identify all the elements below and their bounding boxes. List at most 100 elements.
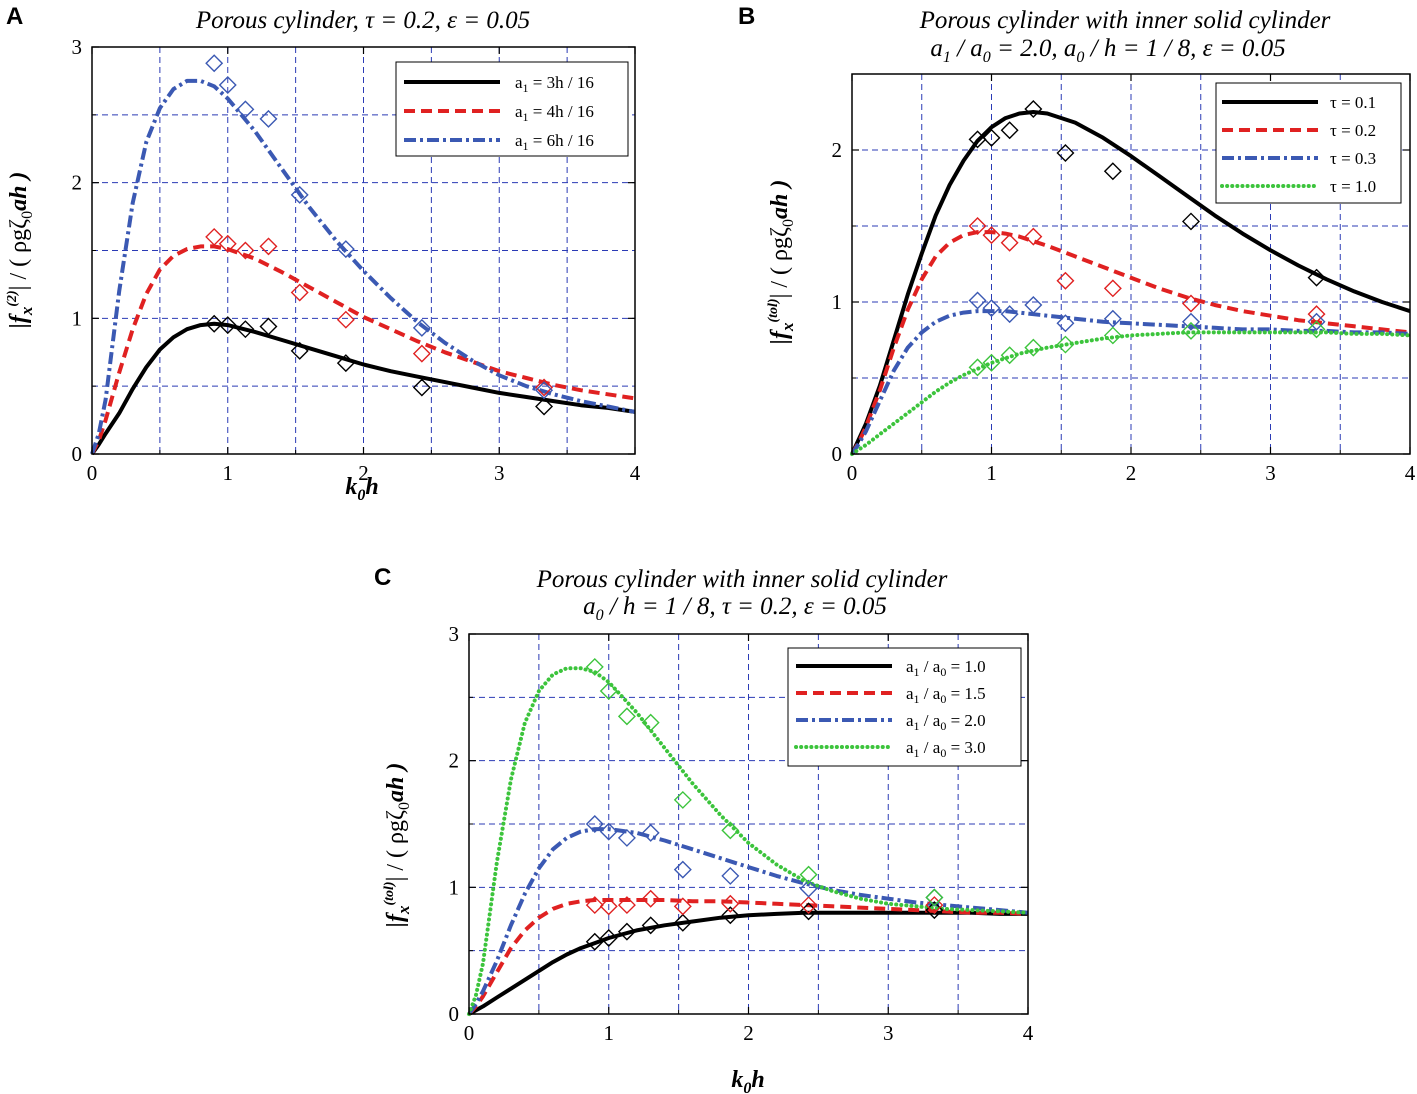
data-marker bbox=[236, 320, 255, 339]
leg-sub: 1 bbox=[523, 81, 529, 95]
series-markers-4 bbox=[968, 320, 1326, 377]
leg-pre: a bbox=[515, 102, 523, 121]
data-marker bbox=[968, 217, 987, 235]
data-marker bbox=[925, 896, 944, 915]
data-marker bbox=[1056, 271, 1075, 290]
series-line-3 bbox=[467, 827, 1029, 1016]
x-tick-label: 3 bbox=[1265, 461, 1276, 485]
data-marker bbox=[982, 353, 1001, 372]
leg-rest: = 3h / 16 bbox=[529, 73, 594, 92]
leg-pre: a bbox=[906, 711, 914, 730]
ylabel-rest1: | / ( ρgζ bbox=[383, 810, 409, 881]
leg-rest2: = 2.0 bbox=[946, 711, 985, 730]
series-markers-2 bbox=[968, 217, 1326, 324]
series-markers-3 bbox=[968, 291, 1326, 333]
data-marker bbox=[982, 128, 1001, 147]
data-marker bbox=[1307, 312, 1326, 331]
data-marker bbox=[1307, 268, 1326, 287]
data-marker bbox=[259, 237, 278, 256]
data-marker bbox=[599, 822, 618, 841]
ylabel-sub: x bbox=[394, 905, 413, 915]
t-a: a bbox=[583, 593, 596, 620]
leg-pre: a bbox=[906, 738, 914, 757]
leg-rest2: = 1.0 bbox=[946, 657, 985, 676]
data-marker bbox=[925, 888, 944, 907]
legend-label-3: a1 / a0 = 2.0 bbox=[906, 711, 986, 733]
ylabel-sup: (tol) bbox=[766, 298, 781, 322]
x-tick-label: 1 bbox=[604, 1021, 615, 1045]
t-r2: = 2.0, a bbox=[991, 35, 1077, 62]
series-line-3 bbox=[850, 309, 1411, 456]
series-curves bbox=[850, 110, 1412, 456]
data-marker bbox=[673, 913, 692, 932]
y-tick-label: 2 bbox=[72, 171, 83, 195]
data-marker bbox=[259, 317, 278, 336]
series-line-1 bbox=[468, 910, 1028, 1016]
x-tick-label: 2 bbox=[1126, 461, 1137, 485]
data-marker bbox=[641, 916, 660, 935]
legend-label-2: a1 / a0 = 1.5 bbox=[906, 684, 986, 706]
ylabel-rest1: | / ( ρgζ bbox=[6, 219, 32, 290]
x-tick-label: 0 bbox=[87, 461, 98, 485]
data-marker bbox=[336, 310, 355, 329]
data-marker bbox=[1103, 326, 1122, 345]
data-marker bbox=[535, 397, 554, 416]
data-marker bbox=[259, 109, 278, 128]
data-marker bbox=[1000, 121, 1019, 140]
x-tick-label: 1 bbox=[986, 461, 997, 485]
legend-label-2: τ = 0.2 bbox=[1330, 121, 1376, 140]
data-marker bbox=[968, 291, 987, 310]
ylabel-sub2: 0 bbox=[780, 219, 797, 227]
data-marker bbox=[1024, 338, 1043, 357]
data-marker bbox=[617, 922, 636, 941]
panel-b-ylabel: |fx(tol)| / ( ρgζ0ah ) bbox=[766, 180, 797, 345]
data-marker bbox=[205, 227, 224, 246]
leg-pre: a bbox=[906, 657, 914, 676]
ylabel-main: |f bbox=[767, 329, 793, 344]
data-marker bbox=[218, 316, 237, 335]
panel-c-title-line1: Porous cylinder with inner solid cylinde… bbox=[536, 566, 948, 593]
panel-letter-a: A bbox=[6, 3, 23, 30]
ylabel-rest2: ah ) bbox=[6, 172, 32, 211]
ylabel-sub: x bbox=[17, 306, 36, 316]
data-marker bbox=[641, 823, 660, 842]
series-line-2 bbox=[467, 898, 1029, 1016]
panel-b: B Porous cylinder with inner solid cylin… bbox=[738, 3, 1416, 485]
x-tick-label: 4 bbox=[1023, 1021, 1034, 1045]
panel-c-ylabel: |fx(tol)| / ( ρgζ0ah ) bbox=[382, 763, 413, 928]
data-marker bbox=[412, 344, 431, 363]
leg-sub2: 0 bbox=[940, 746, 946, 760]
legend-b: τ = 0.1 τ = 0.2 τ = 0.3 τ = 1.0 bbox=[1215, 82, 1402, 204]
data-marker bbox=[218, 75, 237, 94]
data-marker bbox=[799, 879, 818, 898]
leg-sub: 1 bbox=[523, 110, 529, 124]
ylabel-main: |f bbox=[6, 313, 32, 328]
data-marker bbox=[599, 897, 618, 916]
xlabel-sub: 0 bbox=[357, 487, 365, 504]
plot-area-c: 0 1 2 3 4 0 1 2 3 bbox=[449, 622, 1034, 1045]
y-tick-label: 0 bbox=[72, 442, 83, 466]
xlabel-k: k bbox=[345, 474, 357, 500]
data-marker bbox=[641, 889, 660, 908]
leg-rest2: = 1.5 bbox=[946, 684, 985, 703]
y-tick-label: 3 bbox=[72, 35, 83, 59]
data-marker bbox=[205, 314, 224, 333]
data-marker bbox=[1024, 99, 1043, 118]
data-marker bbox=[585, 657, 604, 676]
x-tick-label: 0 bbox=[847, 461, 858, 485]
data-marker bbox=[1103, 162, 1122, 181]
data-marker bbox=[1000, 305, 1019, 324]
data-marker bbox=[1181, 321, 1200, 340]
leg-sub2: 0 bbox=[940, 692, 946, 706]
leg-sub: 1 bbox=[914, 719, 920, 733]
data-marker bbox=[1181, 212, 1200, 231]
data-marker bbox=[721, 821, 740, 840]
panel-b-title-line2: a1 / a0 = 2.0, a0 / h = 1 / 8, ε = 0.05 bbox=[930, 35, 1285, 66]
data-marker bbox=[336, 240, 355, 259]
data-marker bbox=[236, 241, 255, 260]
legend-label-3: τ = 0.3 bbox=[1330, 149, 1376, 168]
data-marker bbox=[982, 299, 1001, 318]
data-marker bbox=[968, 358, 987, 377]
leg-rest2: = 3.0 bbox=[946, 738, 985, 757]
